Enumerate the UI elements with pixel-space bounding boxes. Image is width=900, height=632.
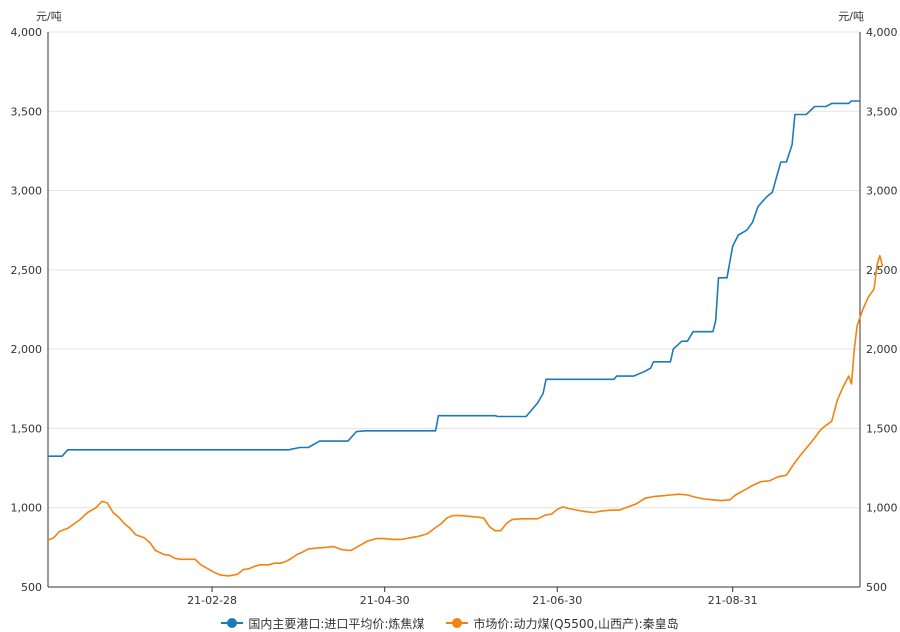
x-tick-label: 21-06-30: [532, 594, 582, 607]
y-tick-label-right: 1,000: [866, 502, 898, 515]
y-tick-label-left: 1,500: [11, 422, 43, 435]
legend-swatch-thermal-coal: [446, 618, 469, 628]
x-tick-label: 21-02-28: [187, 594, 237, 607]
axes: 500 500 1,000 1,000 1,500 1,500 2,000 2,000 2,50…: [11, 26, 898, 607]
series-line-1: [47, 254, 884, 577]
legend-label-coking-coal: 国内主要港口:进口平均价:炼焦煤: [248, 616, 425, 631]
y-tick-label-left: 2,500: [11, 264, 43, 277]
x-tick-label: 21-04-30: [360, 594, 410, 607]
y-tick-label-right: 2,000: [866, 343, 898, 356]
series-layer: [47, 100, 884, 577]
y-tick-label-left: 2,000: [11, 343, 43, 356]
y-tick-label-right: 500: [866, 581, 887, 594]
legend-label-thermal-coal: 市场价:动力煤(Q5500,山西产):秦皇岛: [473, 616, 679, 631]
y-tick-label-left: 3,000: [11, 185, 43, 198]
y-tick-label-right: 3,000: [866, 185, 898, 198]
line-chart: 500 500 1,000 1,000 1,500 1,500 2,000 2,000 2,50…: [11, 10, 898, 607]
y-tick-label-left: 1,000: [11, 502, 43, 515]
y-tick-label-left: 3,500: [11, 105, 43, 118]
legend-item-thermal-coal[interactable]: 市场价:动力煤(Q5500,山西产):秦皇岛: [446, 615, 679, 632]
y-tick-label-right: 1,500: [866, 422, 898, 435]
y-tick-label-right: 4,000: [866, 26, 898, 39]
legend-swatch-coking-coal: [221, 618, 244, 628]
y-tick-label-left: 4,000: [11, 26, 43, 39]
legend-item-coking-coal[interactable]: 国内主要港口:进口平均价:炼焦煤: [221, 615, 424, 632]
x-tick-label: 21-08-31: [708, 594, 758, 607]
y-tick-label-right: 3,500: [866, 105, 898, 118]
y-tick-label-right: 2,500: [866, 264, 898, 277]
y-tick-label-left: 500: [21, 581, 42, 594]
grid-lines: [48, 31, 860, 588]
right-y-unit: 元/吨: [838, 10, 864, 23]
left-y-unit: 元/吨: [36, 10, 62, 23]
legend: 国内主要港口:进口平均价:炼焦煤 市场价:动力煤(Q5500,山西产):秦皇岛: [0, 614, 900, 632]
series-line-0: [48, 100, 860, 457]
